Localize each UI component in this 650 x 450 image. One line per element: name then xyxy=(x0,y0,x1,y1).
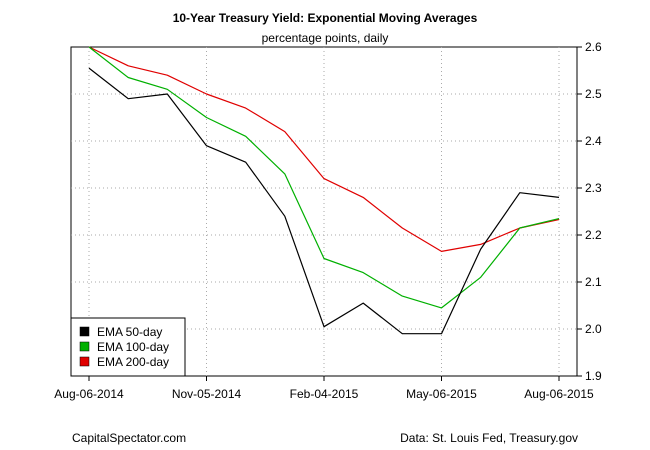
chart-subtitle: percentage points, daily xyxy=(262,31,389,45)
y-axis: 1.9 2.0 2.1 2.2 2.3 2.4 2.5 2.6 xyxy=(577,40,602,383)
legend-label: EMA 50-day xyxy=(97,325,162,339)
series-line-ema-100-day xyxy=(88,46,560,309)
legend-swatch xyxy=(79,326,90,337)
grid xyxy=(71,47,577,376)
footer-source-right: Data: St. Louis Fed, Treasury.gov xyxy=(400,431,578,445)
x-tick-label: Aug-06-2015 xyxy=(524,387,594,401)
series-line-ema-50-day xyxy=(88,67,560,335)
y-tick-label: 2.5 xyxy=(585,87,602,101)
x-tick-label: Feb-04-2015 xyxy=(290,387,359,401)
x-axis: Aug-06-2014 Nov-05-2014 Feb-04-2015 May-06-… xyxy=(54,376,594,401)
series-layer xyxy=(88,46,560,335)
x-tick-label: May-06-2015 xyxy=(406,387,477,401)
legend-swatch xyxy=(79,356,90,367)
series-line-ema-200-day xyxy=(88,46,560,252)
x-tick-label: Aug-06-2014 xyxy=(54,387,124,401)
footer-source-left: CapitalSpectator.com xyxy=(72,431,186,445)
y-tick-label: 2.1 xyxy=(585,275,602,289)
y-tick-label: 2.4 xyxy=(585,134,602,148)
legend-label: EMA 100-day xyxy=(97,340,169,354)
y-tick-label: 2.2 xyxy=(585,228,602,242)
legend-label: EMA 200-day xyxy=(97,355,169,369)
y-tick-label: 2.0 xyxy=(585,322,602,336)
x-tick-label: Nov-05-2014 xyxy=(172,387,242,401)
legend-swatch xyxy=(79,341,90,352)
legend-box xyxy=(70,317,186,377)
y-tick-label: 1.9 xyxy=(585,369,602,383)
y-tick-label: 2.3 xyxy=(585,181,602,195)
chart-title: 10-Year Treasury Yield: Exponential Movi… xyxy=(173,11,478,25)
y-tick-label: 2.6 xyxy=(585,40,602,54)
